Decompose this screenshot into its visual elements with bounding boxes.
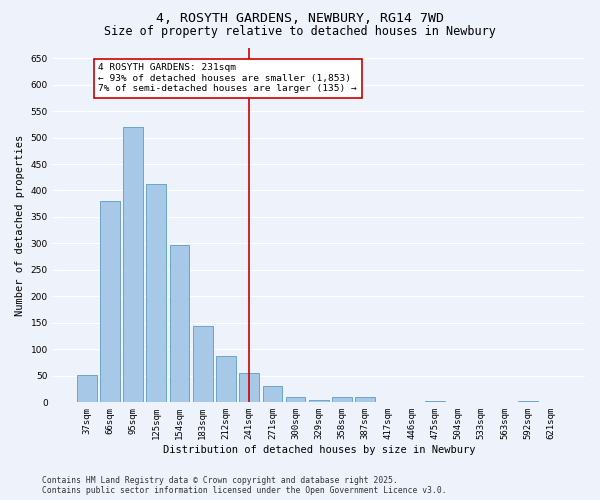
Bar: [193, 326, 212, 402]
Bar: [518, 400, 538, 402]
Y-axis label: Number of detached properties: Number of detached properties: [15, 134, 25, 316]
Bar: [170, 245, 190, 402]
Bar: [425, 400, 445, 402]
Text: Size of property relative to detached houses in Newbury: Size of property relative to detached ho…: [104, 25, 496, 38]
Bar: [239, 373, 259, 402]
Bar: [123, 127, 143, 402]
X-axis label: Distribution of detached houses by size in Newbury: Distribution of detached houses by size …: [163, 445, 475, 455]
Bar: [332, 397, 352, 402]
Bar: [286, 397, 305, 402]
Bar: [263, 386, 282, 402]
Bar: [146, 184, 166, 402]
Bar: [355, 397, 375, 402]
Bar: [309, 400, 329, 402]
Bar: [77, 375, 97, 402]
Text: Contains HM Land Registry data © Crown copyright and database right 2025.
Contai: Contains HM Land Registry data © Crown c…: [42, 476, 446, 495]
Bar: [216, 356, 236, 403]
Bar: [100, 201, 120, 402]
Text: 4, ROSYTH GARDENS, NEWBURY, RG14 7WD: 4, ROSYTH GARDENS, NEWBURY, RG14 7WD: [156, 12, 444, 26]
Text: 4 ROSYTH GARDENS: 231sqm
← 93% of detached houses are smaller (1,853)
7% of semi: 4 ROSYTH GARDENS: 231sqm ← 93% of detach…: [98, 64, 357, 93]
